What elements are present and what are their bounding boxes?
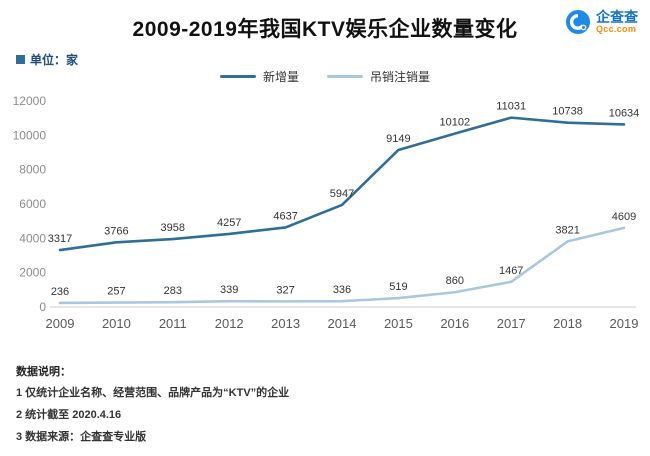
- svg-text:0: 0: [39, 300, 46, 314]
- logo-domain: Qcc.com: [596, 23, 637, 34]
- note-line-1: 1 仅统计企业名称、经营范围、品牌产品为“KTV”的企业: [16, 387, 290, 399]
- svg-text:3958: 3958: [161, 222, 185, 234]
- legend-item-revoked: 吊销注销量: [327, 68, 430, 85]
- svg-text:10102: 10102: [440, 117, 471, 129]
- legend-label-revoked: 吊销注销量: [370, 69, 431, 84]
- qcc-logo-icon: [566, 10, 590, 34]
- svg-text:12000: 12000: [13, 94, 47, 108]
- svg-text:10634: 10634: [609, 107, 640, 119]
- brand-logo: 企查查 Qcc.com: [565, 9, 638, 35]
- svg-text:3766: 3766: [104, 225, 128, 237]
- svg-text:2017: 2017: [497, 316, 526, 331]
- svg-text:2013: 2013: [271, 316, 300, 331]
- svg-text:2009: 2009: [46, 316, 75, 331]
- svg-text:283: 283: [164, 285, 182, 297]
- note-line-2: 2 统计截至 2020.4.16: [16, 409, 122, 421]
- svg-text:4609: 4609: [612, 211, 636, 223]
- svg-text:2010: 2010: [102, 316, 131, 331]
- note-line-3: 3 数据来源：企查查专业版: [16, 431, 147, 443]
- svg-text:327: 327: [276, 284, 294, 296]
- svg-text:2018: 2018: [553, 316, 582, 331]
- svg-text:10738: 10738: [552, 106, 583, 118]
- svg-text:3317: 3317: [48, 233, 72, 245]
- svg-text:2014: 2014: [328, 316, 357, 331]
- legend-line-revoked-icon: [327, 74, 363, 78]
- line-chart: 0 2000 4000 6000 8000 10000 12000 2009 2010 2011 2…: [13, 94, 640, 331]
- unit-label: 单位：家: [30, 52, 79, 67]
- svg-text:4257: 4257: [217, 217, 241, 229]
- svg-text:257: 257: [107, 286, 125, 298]
- legend: 新增量 吊销注销量: [0, 67, 650, 85]
- svg-text:4637: 4637: [273, 210, 297, 222]
- legend-label-new: 新增量: [262, 69, 299, 84]
- svg-text:5947: 5947: [330, 188, 354, 200]
- svg-text:11031: 11031: [496, 101, 526, 113]
- svg-text:3821: 3821: [555, 224, 579, 236]
- legend-line-new-icon: [219, 74, 256, 78]
- svg-text:236: 236: [51, 286, 69, 298]
- chart-title: 2009-2019年我国KTV娱乐企业数量变化: [132, 18, 518, 41]
- svg-text:2011: 2011: [159, 316, 187, 331]
- svg-text:2016: 2016: [440, 316, 469, 331]
- svg-text:519: 519: [389, 281, 407, 293]
- svg-text:860: 860: [446, 275, 464, 287]
- notes-section: 数据说明： 1 仅统计企业名称、经营范围、品牌产品为“KTV”的企业 2 统计截…: [0, 357, 650, 444]
- svg-text:339: 339: [220, 284, 238, 296]
- svg-text:4000: 4000: [19, 231, 46, 245]
- notes-heading: 数据说明：: [16, 366, 71, 378]
- logo-text: 企查查 Qcc.com: [596, 10, 638, 34]
- svg-text:10000: 10000: [13, 128, 47, 142]
- svg-text:8000: 8000: [19, 163, 46, 177]
- svg-text:1467: 1467: [499, 265, 523, 277]
- unit-square-icon: [16, 54, 25, 64]
- unit-row: 单位：家: [0, 51, 650, 67]
- svg-text:6000: 6000: [19, 197, 46, 211]
- svg-text:2012: 2012: [215, 316, 244, 331]
- svg-text:2019: 2019: [610, 316, 639, 331]
- legend-item-new: 新增量: [219, 68, 299, 85]
- svg-text:2000: 2000: [19, 266, 46, 280]
- svg-text:9149: 9149: [386, 133, 410, 145]
- svg-text:2015: 2015: [384, 316, 413, 331]
- logo-name: 企查查: [596, 8, 638, 25]
- svg-text:336: 336: [333, 284, 351, 296]
